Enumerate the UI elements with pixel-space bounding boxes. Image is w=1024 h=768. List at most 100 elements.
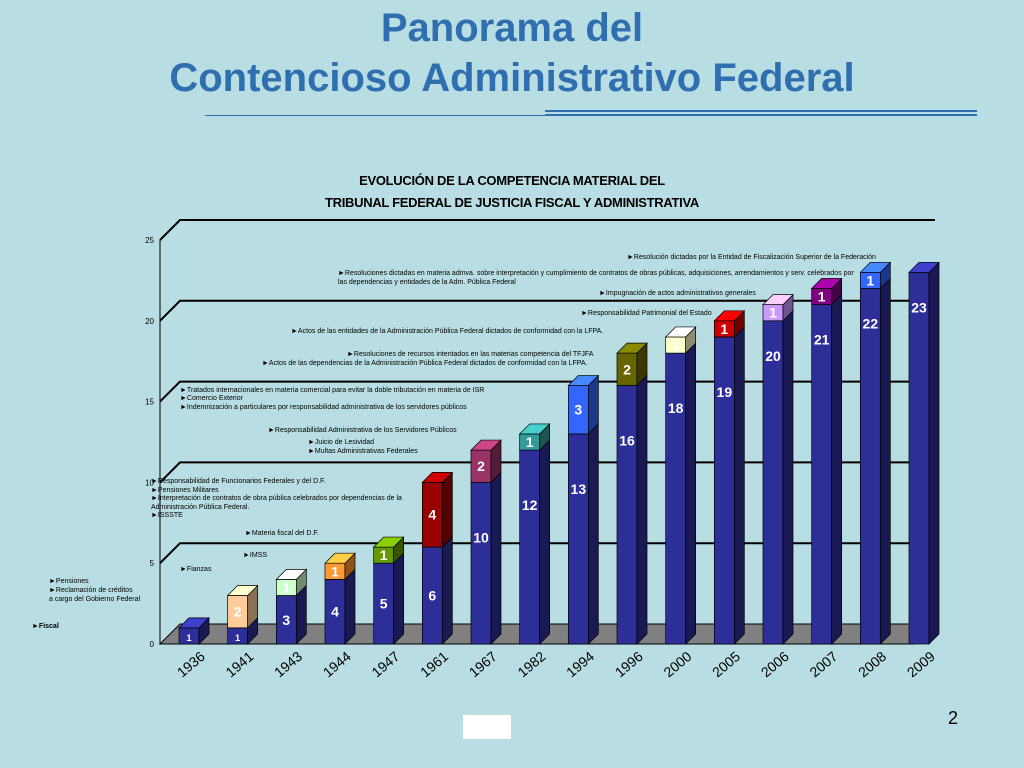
chart-annotation: las dependencias y entidades de la Adm. …: [338, 279, 516, 286]
bar-side: [490, 471, 502, 645]
chart-annotation: ►ISSSTE: [151, 512, 183, 519]
chart-annotation: ►Impugnación de actos administrativos ge…: [599, 290, 756, 297]
chart-annotation: ►Responsabilidad Administrativa de los S…: [268, 427, 457, 434]
x-tick-label: 1936: [174, 648, 208, 680]
increment-label: 1: [720, 321, 728, 337]
increment-label: 1: [380, 547, 388, 563]
bar-top: [421, 472, 454, 483]
x-tick-label: 2006: [758, 648, 792, 680]
increment-label: 1: [818, 289, 826, 305]
bar-side: [928, 261, 940, 645]
chart-annotation: ►Juicio de Lesividad: [308, 439, 374, 446]
bar-front: [811, 304, 833, 645]
bar-side: [879, 277, 891, 645]
chart-annotation: ►Resolución dictadas por la Entidad de F…: [627, 254, 876, 261]
bar-top: [859, 261, 892, 273]
chart-annotation: ►Responsabilidad Patrimonial del Estado: [581, 310, 712, 317]
bar-side: [733, 326, 745, 645]
page-number: 2: [948, 708, 959, 728]
bar-top: [762, 294, 794, 305]
bar-value-label: 19: [717, 384, 733, 400]
gridline: [159, 219, 935, 241]
bar-top: [372, 536, 405, 548]
x-tick-label: 1996: [612, 648, 646, 680]
bar-top: [518, 423, 551, 435]
bar-front: [762, 320, 784, 645]
bar-top: [275, 569, 308, 580]
bar-value-label: 18: [668, 400, 684, 416]
y-tick-label: 15: [145, 398, 154, 407]
bar-side: [539, 439, 551, 645]
y-tick-label: 5: [150, 559, 155, 568]
x-tick-label: 2007: [806, 648, 840, 680]
bar-top: [713, 310, 746, 322]
chart-title-line2: TRIBUNAL FEDERAL DE JUSTICIA FISCAL Y AD…: [325, 195, 699, 210]
bar-side: [344, 568, 356, 645]
chart-annotation: ►Responsabilidad de Funcionarios Federal…: [151, 478, 326, 485]
bar-front: [665, 352, 687, 645]
chart-annotation: ►Pensiones Militares: [151, 487, 219, 494]
chart-title-line1: EVOLUCIÓN DE LA COMPETENCIA MATERIAL DEL: [359, 173, 665, 188]
bar-front: [616, 385, 638, 645]
increment-label: 1: [769, 305, 777, 321]
chart-annotation: ►Comercio Exterior: [180, 395, 244, 402]
chart-annotation: ►Actos de las dependencias de la Adminis…: [262, 360, 588, 367]
bar-top: [226, 585, 259, 596]
x-tick-label: 2005: [709, 648, 743, 680]
increment-label: 3: [574, 402, 582, 418]
bar-top: [616, 342, 648, 354]
bar-side: [393, 552, 405, 645]
bar-value-label: 20: [765, 348, 781, 364]
chart-annotation: ►Tratados internacionales en materia com…: [180, 387, 484, 394]
bar-side: [636, 374, 648, 645]
chart-annotation: ►IMSS: [243, 552, 267, 559]
y-tick-label: 0: [150, 640, 155, 649]
x-tick-label: 1947: [368, 648, 402, 680]
chart-annotation: Administración Pública Federal.: [151, 504, 249, 511]
chart-annotation: ►Materia fiscal del D.F.: [245, 530, 319, 537]
bar-value-label: 21: [814, 332, 830, 348]
bar-value-label: 23: [911, 299, 927, 315]
bar-side: [782, 309, 794, 645]
chart-annotation: ►Interpretación de contratos de obra púb…: [151, 495, 402, 502]
bar-value-label: 13: [571, 481, 587, 497]
page-title-line1: Panorama del: [380, 6, 644, 50]
chart-annotation: ►Indemnización a particulares por respon…: [180, 404, 467, 411]
x-tick-label: 2000: [660, 648, 694, 680]
bar-value-label: 4: [331, 604, 339, 620]
bar-front: [470, 482, 492, 645]
increment-label: 2: [477, 458, 485, 474]
increment-label: 1: [866, 272, 874, 288]
bar-value-label: 3: [282, 612, 290, 628]
x-tick-label: 1967: [466, 648, 500, 680]
bar-side: [587, 423, 599, 645]
y-tick-label: 25: [145, 236, 154, 245]
chart-annotation: ►Fiscal: [32, 623, 59, 630]
chart-annotation: ►Reclamación de créditos: [49, 587, 133, 594]
bar-value-label: 22: [863, 315, 879, 331]
increment-label: 1: [672, 337, 680, 353]
increment-label: 2: [623, 361, 631, 377]
x-tick-label: 1961: [417, 648, 451, 680]
bar-top: [810, 278, 843, 289]
bar-value-label: 10: [473, 529, 489, 545]
bar-top: [664, 326, 697, 338]
bar-front: [908, 271, 930, 645]
bar-front: [567, 433, 589, 645]
bar-top: [324, 552, 356, 564]
chart-annotation: ►Fianzas: [180, 566, 212, 573]
bar-value-label: 12: [522, 497, 538, 513]
y-tick-label: 10: [145, 478, 154, 487]
bar-front: [519, 449, 541, 645]
chart-annotation: ►Resoluciones de recursos intentados en …: [347, 351, 594, 358]
bar-side: [441, 471, 453, 548]
x-tick-label: 1941: [222, 648, 256, 680]
bar-value-label: 1: [186, 633, 191, 643]
chart-annotation: ►Pensiones: [49, 578, 89, 585]
increment-label: 4: [428, 507, 436, 523]
bar-value-label: 16: [619, 432, 635, 448]
bar-value-label: 5: [380, 596, 388, 612]
increment-label: 1: [282, 579, 290, 595]
x-tick-label: 1943: [271, 648, 305, 680]
